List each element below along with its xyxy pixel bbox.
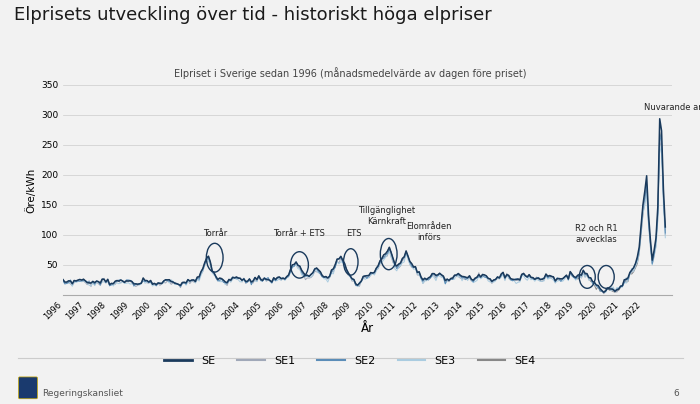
Text: Torrår: Torrår xyxy=(202,229,227,238)
X-axis label: År: År xyxy=(361,322,374,335)
SE4 xyxy=(661,228,669,233)
SE1 xyxy=(221,280,230,285)
SE4 xyxy=(626,271,634,276)
SE4 xyxy=(59,277,67,282)
SE xyxy=(146,278,155,283)
SE3 xyxy=(221,282,230,287)
Text: Elområden
införs: Elområden införs xyxy=(406,222,452,242)
SE xyxy=(466,274,474,278)
SE2 xyxy=(146,280,155,284)
SE2 xyxy=(466,275,474,280)
Text: Nuvarande ansträngda läge: Nuvarande ansträngda läge xyxy=(644,103,700,112)
SE2 xyxy=(570,275,578,280)
SE2 xyxy=(655,131,664,136)
SE xyxy=(510,277,519,282)
SE1 xyxy=(655,138,664,143)
SE1 xyxy=(626,269,634,274)
SE4 xyxy=(146,278,155,283)
SE1 xyxy=(661,232,669,237)
SE3 xyxy=(510,278,519,283)
Text: Tillgänglighet
Kärnkraft: Tillgänglighet Kärnkraft xyxy=(358,206,415,226)
SE1 xyxy=(59,279,67,284)
Text: Elprisets utveckling över tid - historiskt höga elpriser: Elprisets utveckling över tid - historis… xyxy=(14,6,491,24)
SE4 xyxy=(466,274,474,278)
SE2 xyxy=(661,231,669,236)
SE4 xyxy=(510,277,519,282)
SE2 xyxy=(221,280,230,285)
SE4 xyxy=(655,129,664,134)
SE xyxy=(661,225,669,229)
SE3 xyxy=(601,290,610,295)
Text: 6: 6 xyxy=(673,389,679,398)
Line: SE: SE xyxy=(63,119,665,292)
Line: SE4: SE4 xyxy=(63,132,665,293)
SE3 xyxy=(59,280,67,285)
SE2 xyxy=(626,271,634,276)
SE4 xyxy=(600,291,608,296)
SE1 xyxy=(570,275,578,280)
SE3 xyxy=(661,236,669,240)
SE xyxy=(655,116,664,121)
SE xyxy=(59,277,67,282)
SE2 xyxy=(600,290,608,295)
Text: Regeringskansliet: Regeringskansliet xyxy=(42,389,123,398)
Text: ETS: ETS xyxy=(346,229,362,238)
SE xyxy=(626,270,634,275)
SE4 xyxy=(221,280,230,284)
SE1 xyxy=(146,279,155,284)
SE3 xyxy=(146,280,155,285)
SE3 xyxy=(570,275,578,280)
Legend: SE, SE1, SE2, SE3, SE4: SE, SE1, SE2, SE3, SE4 xyxy=(160,351,540,370)
Y-axis label: Öre/kWh: Öre/kWh xyxy=(26,167,36,213)
SE xyxy=(221,280,230,284)
Line: SE3: SE3 xyxy=(63,146,665,292)
FancyBboxPatch shape xyxy=(19,377,38,399)
SE2 xyxy=(59,278,67,282)
Line: SE1: SE1 xyxy=(63,140,665,294)
SE1 xyxy=(510,278,519,283)
SE3 xyxy=(466,275,474,280)
SE xyxy=(600,290,608,295)
SE1 xyxy=(466,276,474,280)
SE2 xyxy=(510,277,519,282)
SE3 xyxy=(626,272,634,277)
Text: Elpriset i Sverige sedan 1996 (månadsmedelvärde av dagen före priset): Elpriset i Sverige sedan 1996 (månadsmed… xyxy=(174,67,526,79)
Text: Torrår + ETS: Torrår + ETS xyxy=(274,229,326,238)
Line: SE2: SE2 xyxy=(63,134,665,292)
Text: R2 och R1
avvecklas: R2 och R1 avvecklas xyxy=(575,224,617,244)
SE1 xyxy=(600,291,608,296)
SE3 xyxy=(655,143,664,148)
SE4 xyxy=(570,274,578,279)
SE xyxy=(570,274,578,279)
